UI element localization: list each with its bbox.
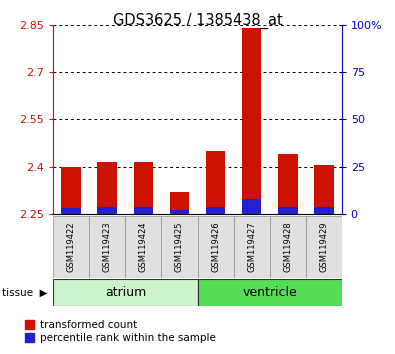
Bar bbox=[314, 207, 333, 214]
Text: GSM119423: GSM119423 bbox=[103, 222, 112, 272]
Text: atrium: atrium bbox=[105, 286, 146, 299]
Bar bbox=[62, 209, 81, 214]
Legend: transformed count, percentile rank within the sample: transformed count, percentile rank withi… bbox=[25, 320, 215, 343]
Text: GSM119426: GSM119426 bbox=[211, 222, 220, 272]
Text: GSM119424: GSM119424 bbox=[139, 222, 148, 272]
Bar bbox=[314, 165, 333, 214]
Bar bbox=[53, 216, 89, 278]
Bar bbox=[134, 207, 153, 214]
Bar bbox=[270, 216, 306, 278]
Bar bbox=[98, 207, 117, 214]
Bar bbox=[162, 216, 198, 278]
Bar bbox=[206, 151, 226, 214]
Text: tissue  ▶: tissue ▶ bbox=[2, 287, 48, 297]
Bar bbox=[53, 279, 198, 306]
Bar bbox=[278, 154, 297, 214]
Bar bbox=[242, 199, 261, 214]
Bar bbox=[206, 207, 226, 214]
Text: GSM119427: GSM119427 bbox=[247, 222, 256, 272]
Bar bbox=[198, 279, 342, 306]
Text: GSM119428: GSM119428 bbox=[283, 222, 292, 272]
Bar bbox=[169, 192, 189, 214]
Text: GSM119422: GSM119422 bbox=[67, 222, 76, 272]
Bar bbox=[134, 162, 153, 214]
Bar bbox=[306, 216, 342, 278]
Bar bbox=[169, 210, 189, 214]
Text: GSM119425: GSM119425 bbox=[175, 222, 184, 272]
Bar bbox=[233, 216, 269, 278]
Bar bbox=[126, 216, 162, 278]
Bar bbox=[242, 28, 261, 214]
Bar bbox=[89, 216, 126, 278]
Bar bbox=[278, 207, 297, 214]
Bar bbox=[98, 162, 117, 214]
Text: ventricle: ventricle bbox=[242, 286, 297, 299]
Text: GSM119429: GSM119429 bbox=[319, 222, 328, 272]
Text: GDS3625 / 1385438_at: GDS3625 / 1385438_at bbox=[113, 12, 282, 29]
Bar bbox=[198, 216, 233, 278]
Bar bbox=[62, 167, 81, 214]
